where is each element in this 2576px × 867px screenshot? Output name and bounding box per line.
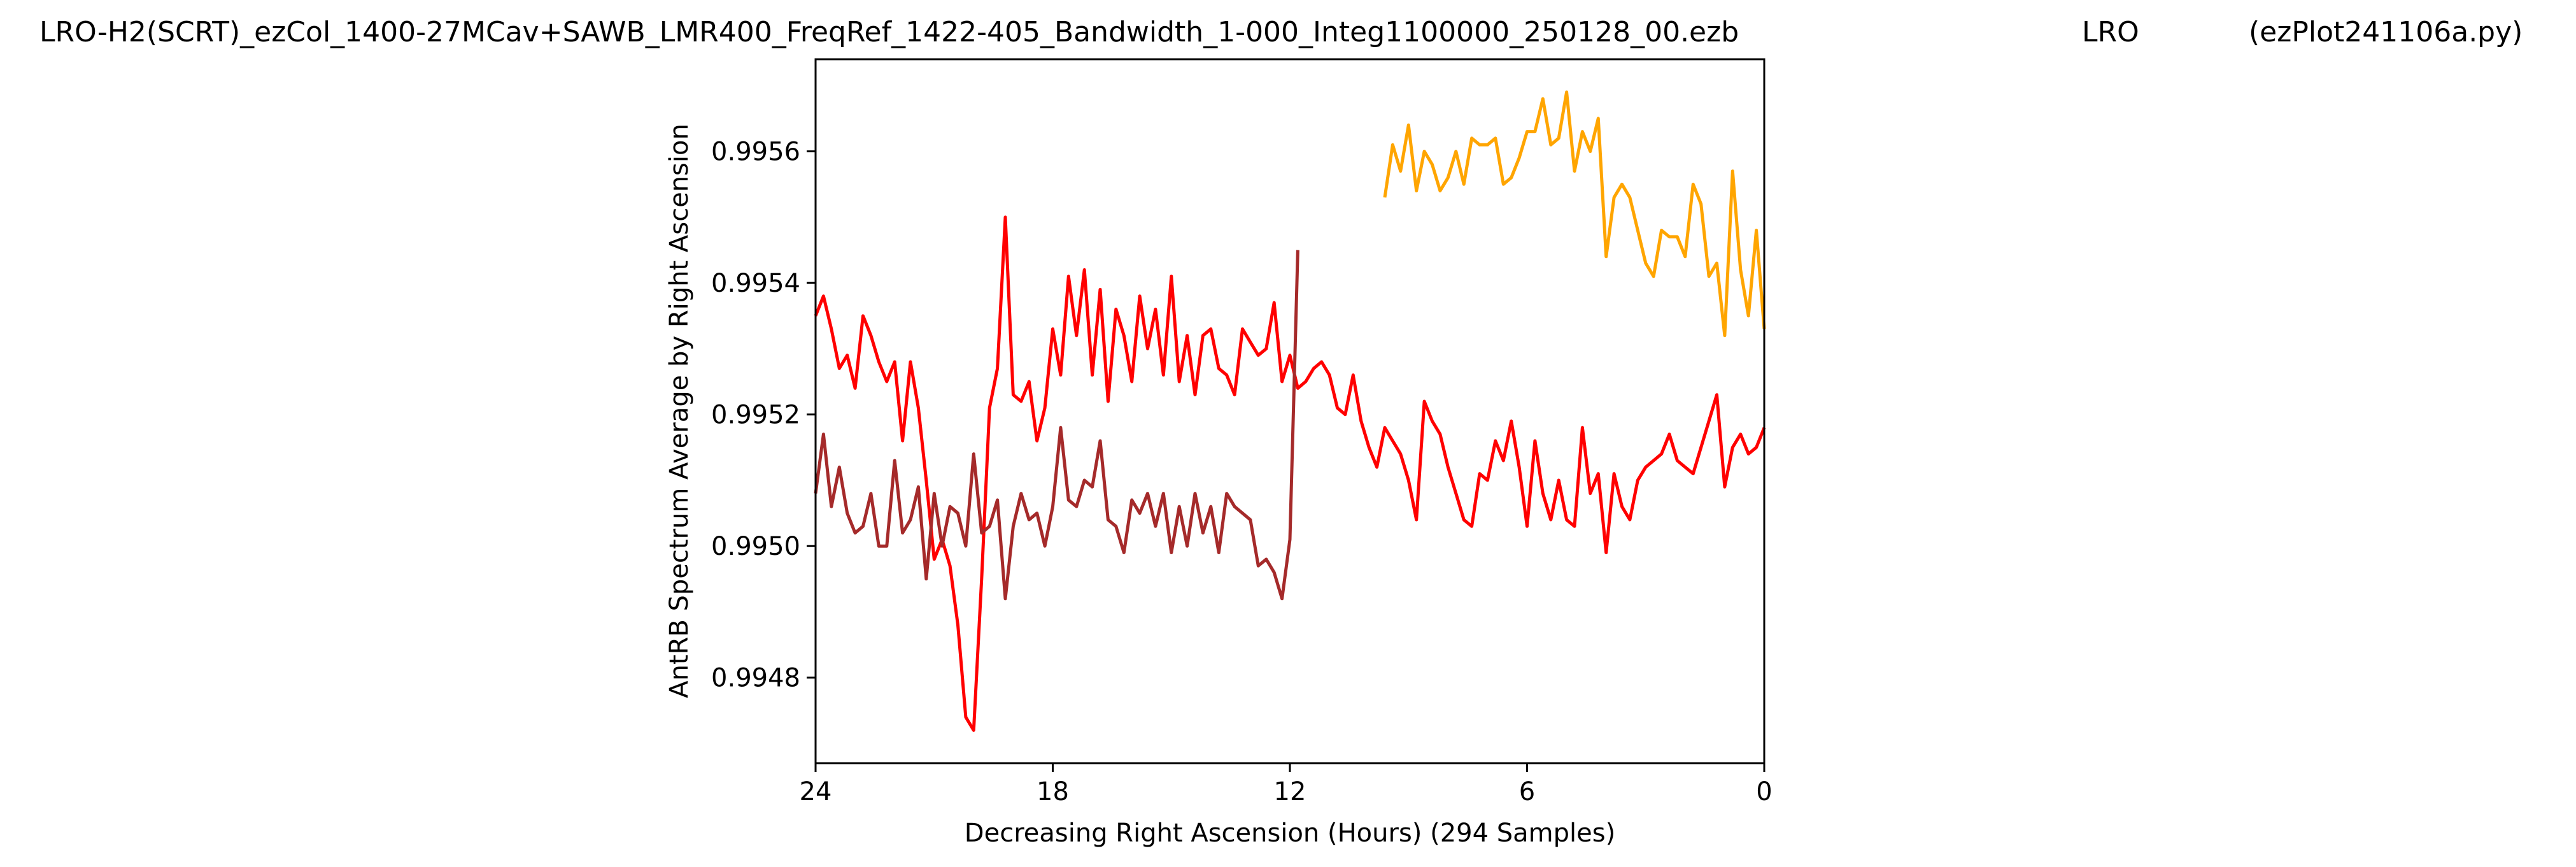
x-tick-label: 18 [1037, 777, 1069, 806]
x-tick-label: 24 [800, 777, 832, 806]
chart-title-middle: LRO [2082, 16, 2139, 48]
plot-area [814, 58, 1766, 764]
x-axis-label: Decreasing Right Ascension (Hours) (294 … [965, 819, 1615, 848]
y-axis-label: AntRB Spectrum Average by Right Ascensio… [665, 124, 694, 698]
chart-title-right: (ezPlot241106a.py) [2249, 16, 2523, 48]
chart-title: LRO-H2(SCRT)_ezCol_1400-27MCav+SAWB_LMR4… [39, 16, 1739, 48]
x-tick-label: 12 [1274, 777, 1306, 806]
y-tick-label: 0.9948 [711, 664, 800, 693]
y-tick-label: 0.9954 [711, 269, 800, 298]
series-line-2 [814, 250, 1299, 601]
series-line-1 [814, 215, 1766, 732]
y-tick-label: 0.9956 [711, 138, 800, 167]
x-tick-label: 6 [1519, 777, 1535, 806]
x-tick-label: 0 [1756, 777, 1772, 806]
y-tick-label: 0.9950 [711, 532, 800, 561]
ticks-layer: 24 18 12 6 0 0.9948 0.9950 0.9952 0.9954 0.9956 [711, 138, 1773, 806]
y-tick-label: 0.9952 [711, 401, 800, 430]
series-layer [814, 90, 1766, 732]
series-line-3 [1383, 90, 1766, 338]
